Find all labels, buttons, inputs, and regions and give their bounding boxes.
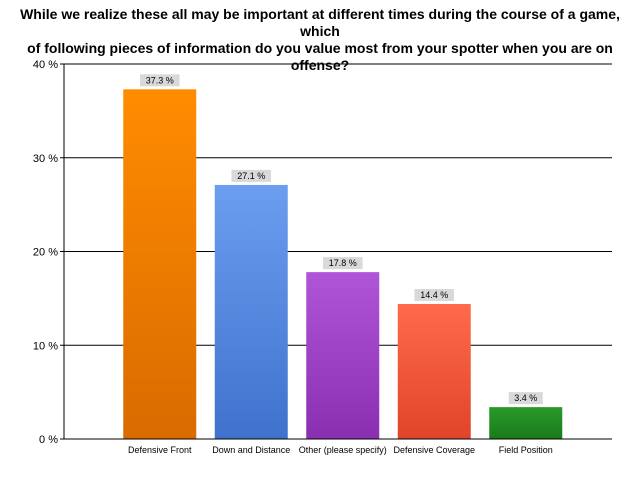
data-labels: 37.3 % 27.1 % 17.8 % 14.4 % 3.4 % [139,74,543,405]
bars [123,89,563,439]
data-label-bg [508,392,543,405]
bar [214,184,288,439]
data-label-bg [139,74,180,87]
chart-title-line-1: While we realize these all may be import… [20,6,620,39]
y-tick-label: 40 % [33,59,58,71]
category-labels: Defensive Front Down and Distance Other (p… [128,445,553,455]
category-label: Defensive Front [128,445,192,455]
bar [306,272,380,439]
y-tick-label: 30 % [33,153,58,165]
category-label: Other (please specify) [299,445,387,455]
data-label: 14.4 % [420,290,448,300]
y-tick-label: 0 % [39,434,58,446]
category-label: Defensive Coverage [393,445,475,455]
data-label-bg [414,289,455,301]
data-label-bg [231,169,272,182]
chart-title-line-2: of following pieces of information do yo… [27,40,613,73]
bar [397,304,471,439]
bar [489,407,563,439]
y-tick-label: 20 % [33,247,58,259]
data-label: 3.4 % [514,393,537,403]
category-label: Down and Distance [212,445,290,455]
y-axis-ticks: 0 % 10 % 20 % 30 % 40 % [33,59,64,446]
data-label: 17.8 % [329,258,357,268]
data-label-bg [322,257,363,270]
data-label: 37.3 % [146,75,174,85]
data-label: 27.1 % [237,171,265,181]
category-label: Field Position [499,445,553,455]
y-tick-label: 10 % [33,340,58,352]
bar [123,89,197,439]
chart-title: While we realize these all may be import… [0,6,640,74]
